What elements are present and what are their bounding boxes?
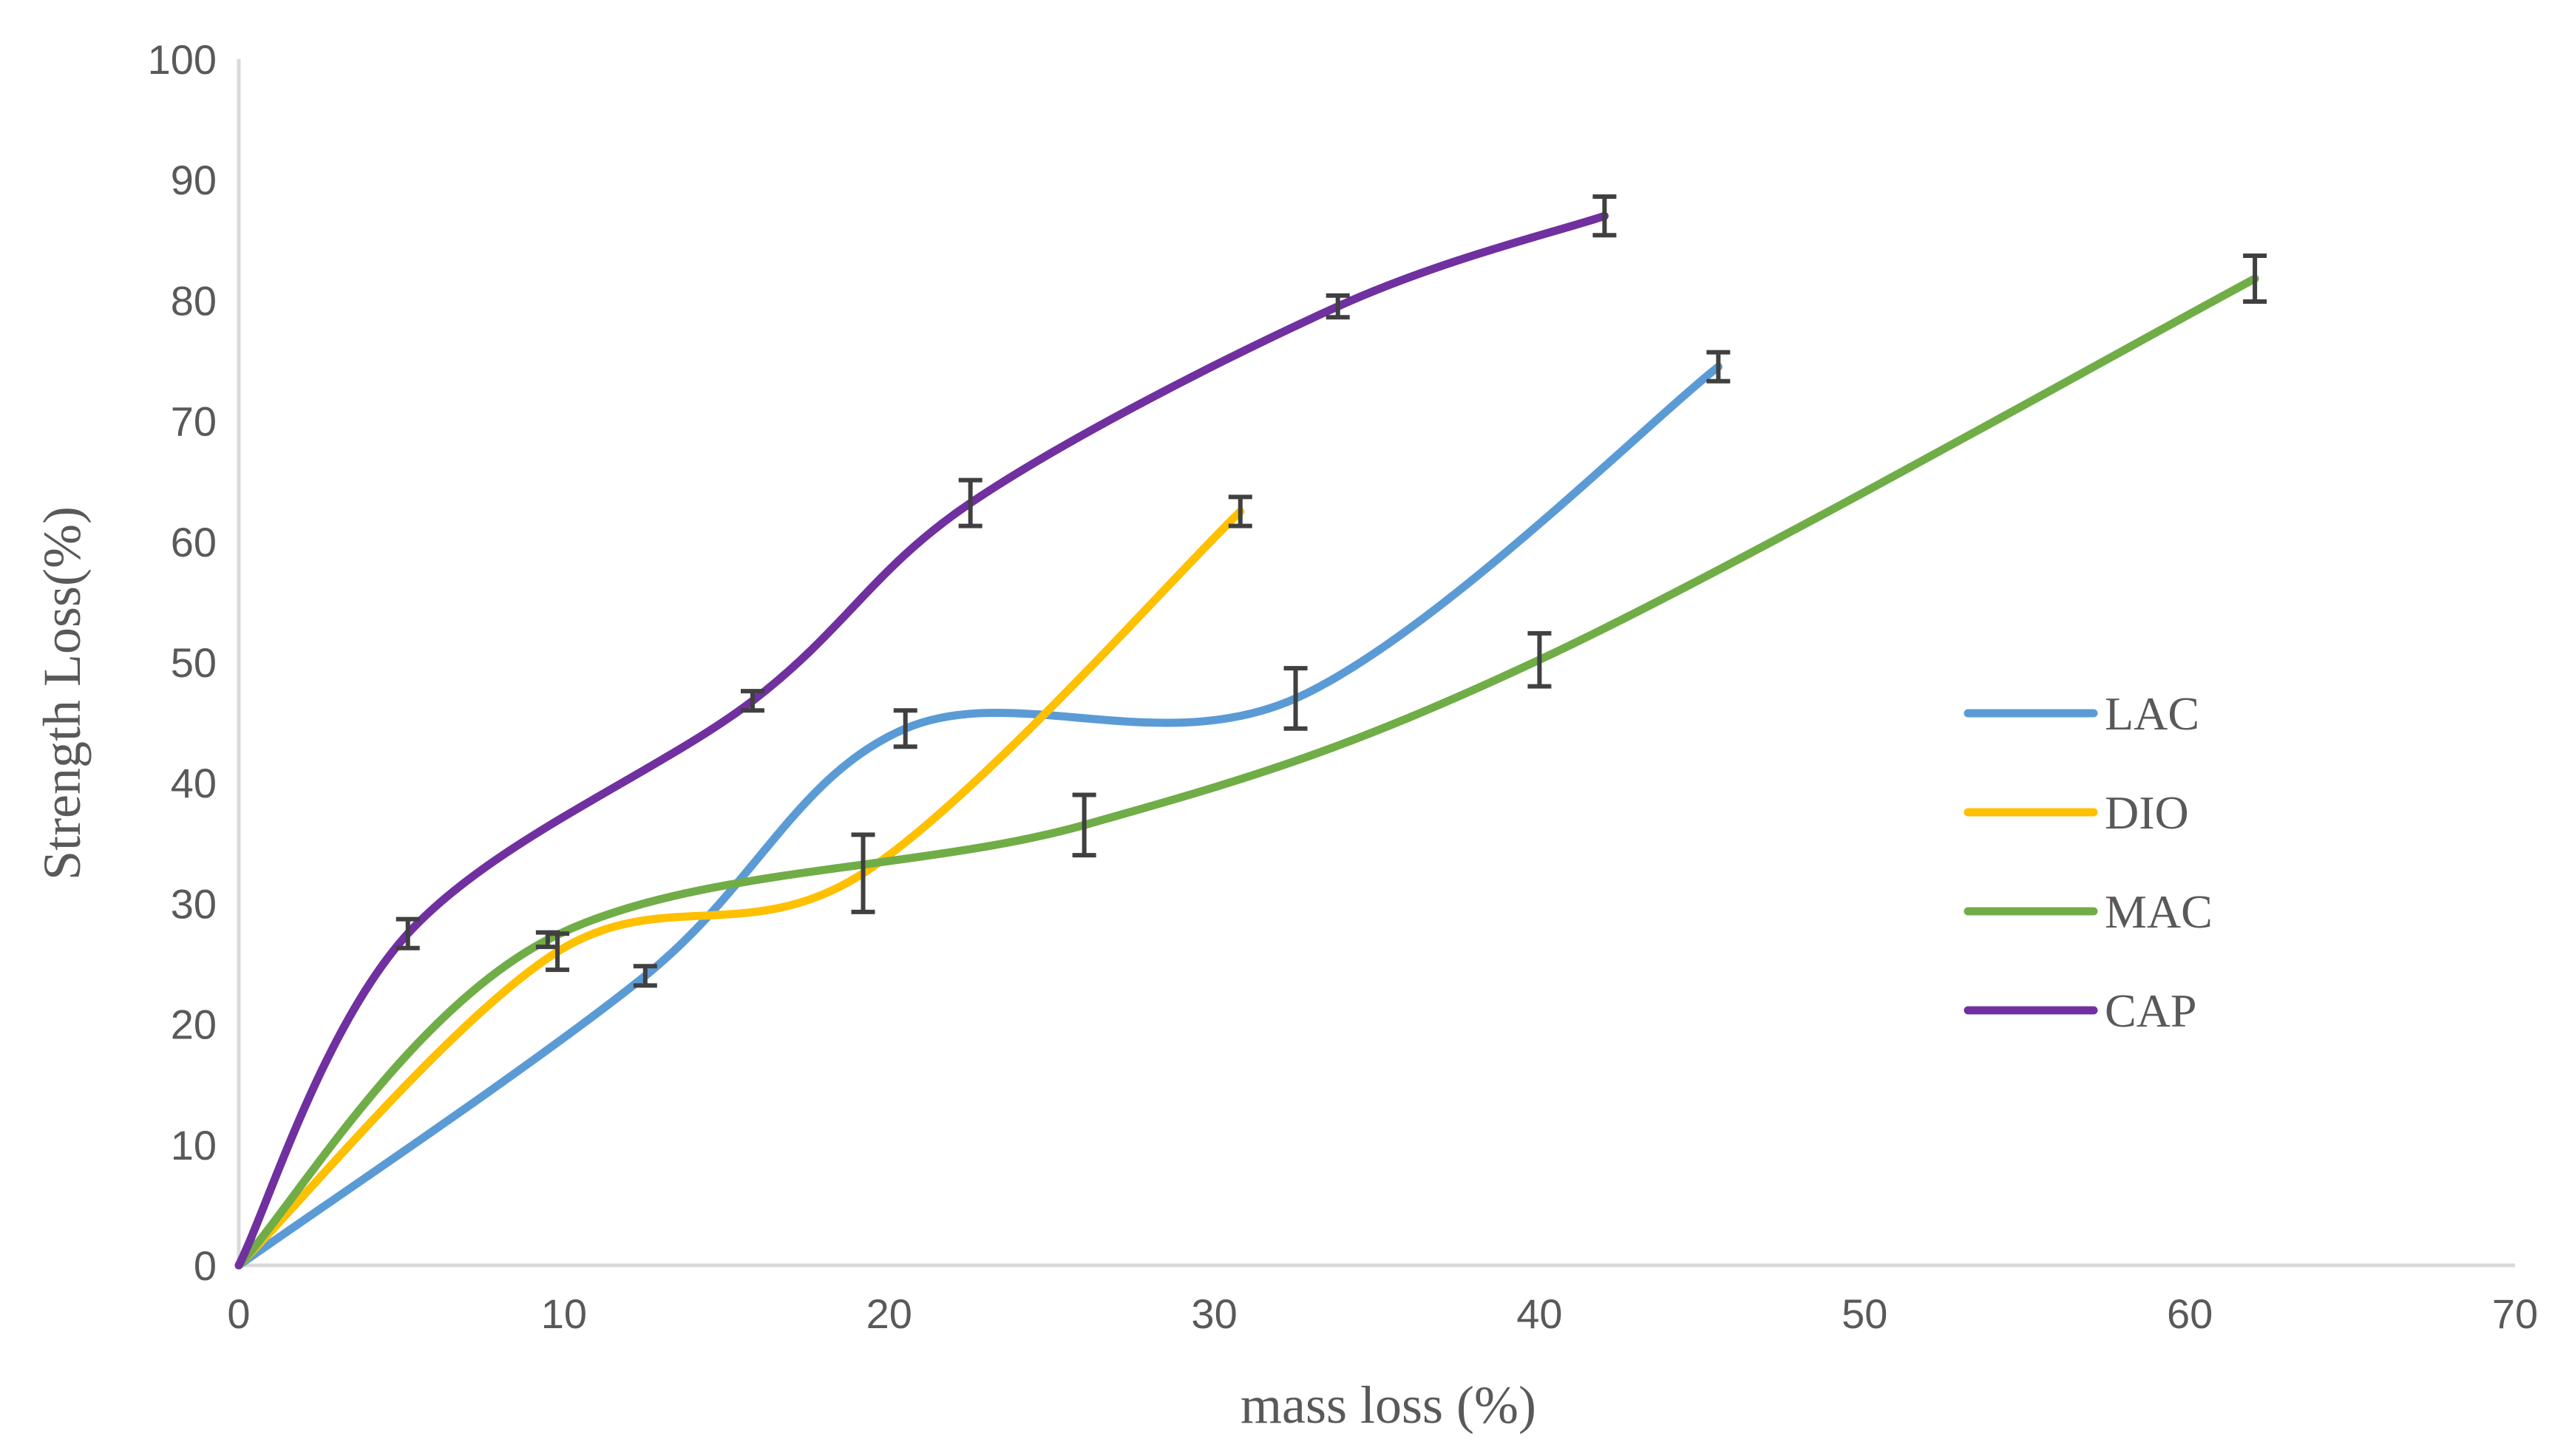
y-tick-label: 50 xyxy=(171,639,217,686)
error-bar-lac xyxy=(1706,350,1731,384)
error-bar-cap xyxy=(1326,293,1350,320)
y-tick-label: 100 xyxy=(148,36,217,83)
y-tick-label: 40 xyxy=(171,760,217,806)
legend-label: MAC xyxy=(2105,885,2213,938)
y-tick-label: 80 xyxy=(171,277,217,324)
legend: LAC DIO MAC CAP xyxy=(1964,687,2213,1037)
error-bar-mac xyxy=(2243,254,2267,305)
x-axis-title: mass loss (%) xyxy=(1241,1375,1536,1435)
x-tick-label: 0 xyxy=(227,1290,250,1337)
error-bar-dio xyxy=(1228,494,1252,528)
x-tick-label: 10 xyxy=(541,1290,587,1337)
error-bar-cap xyxy=(958,477,983,528)
x-tick-label: 30 xyxy=(1191,1290,1237,1337)
y-tick-label: 0 xyxy=(194,1242,217,1289)
error-bar-lac xyxy=(893,708,917,749)
series-line-cap xyxy=(234,211,1609,1270)
legend-label: LAC xyxy=(2105,687,2199,740)
y-tick-label: 30 xyxy=(171,880,217,927)
y-axis-title: Strength Loss(%) xyxy=(33,506,92,880)
error-bar-cap xyxy=(740,689,764,713)
x-tick-label: 70 xyxy=(2492,1290,2538,1337)
y-tick-label: 60 xyxy=(171,519,217,565)
error-bar-cap xyxy=(1592,194,1617,238)
error-bar-lac xyxy=(633,964,657,988)
error-bar-mac xyxy=(535,930,560,950)
error-bar-mac xyxy=(1072,792,1096,858)
x-tick-label: 50 xyxy=(1842,1290,1887,1337)
legend-label: DIO xyxy=(2105,786,2189,839)
error-bars xyxy=(396,194,2267,988)
legend-item-mac: MAC xyxy=(1964,885,2213,938)
legend-item-lac: LAC xyxy=(1964,687,2199,740)
error-bar-cap xyxy=(396,916,420,950)
error-bar-mac xyxy=(1527,630,1552,689)
y-tick-label: 20 xyxy=(171,1001,217,1048)
error-bar-dio xyxy=(851,832,875,914)
x-axis-ticks: 0 10 20 30 40 50 60 70 xyxy=(227,1290,2538,1337)
series-line-lac xyxy=(234,362,1723,1270)
x-tick-label: 20 xyxy=(866,1290,912,1337)
y-tick-label: 90 xyxy=(171,157,217,203)
series-line-mac xyxy=(234,274,2259,1270)
y-tick-label: 10 xyxy=(171,1122,217,1168)
x-tick-label: 40 xyxy=(1516,1290,1562,1337)
y-tick-label: 70 xyxy=(171,398,217,445)
legend-label: CAP xyxy=(2105,984,2197,1037)
x-tick-label: 60 xyxy=(2167,1290,2213,1337)
legend-item-cap: CAP xyxy=(1964,984,2197,1037)
series-line-dio xyxy=(234,507,1245,1270)
error-bar-lac xyxy=(1283,666,1308,731)
y-axis-ticks: 0 10 20 30 40 50 60 70 80 90 100 xyxy=(148,36,217,1289)
legend-item-dio: DIO xyxy=(1964,786,2189,839)
series-layer xyxy=(234,211,2259,1270)
